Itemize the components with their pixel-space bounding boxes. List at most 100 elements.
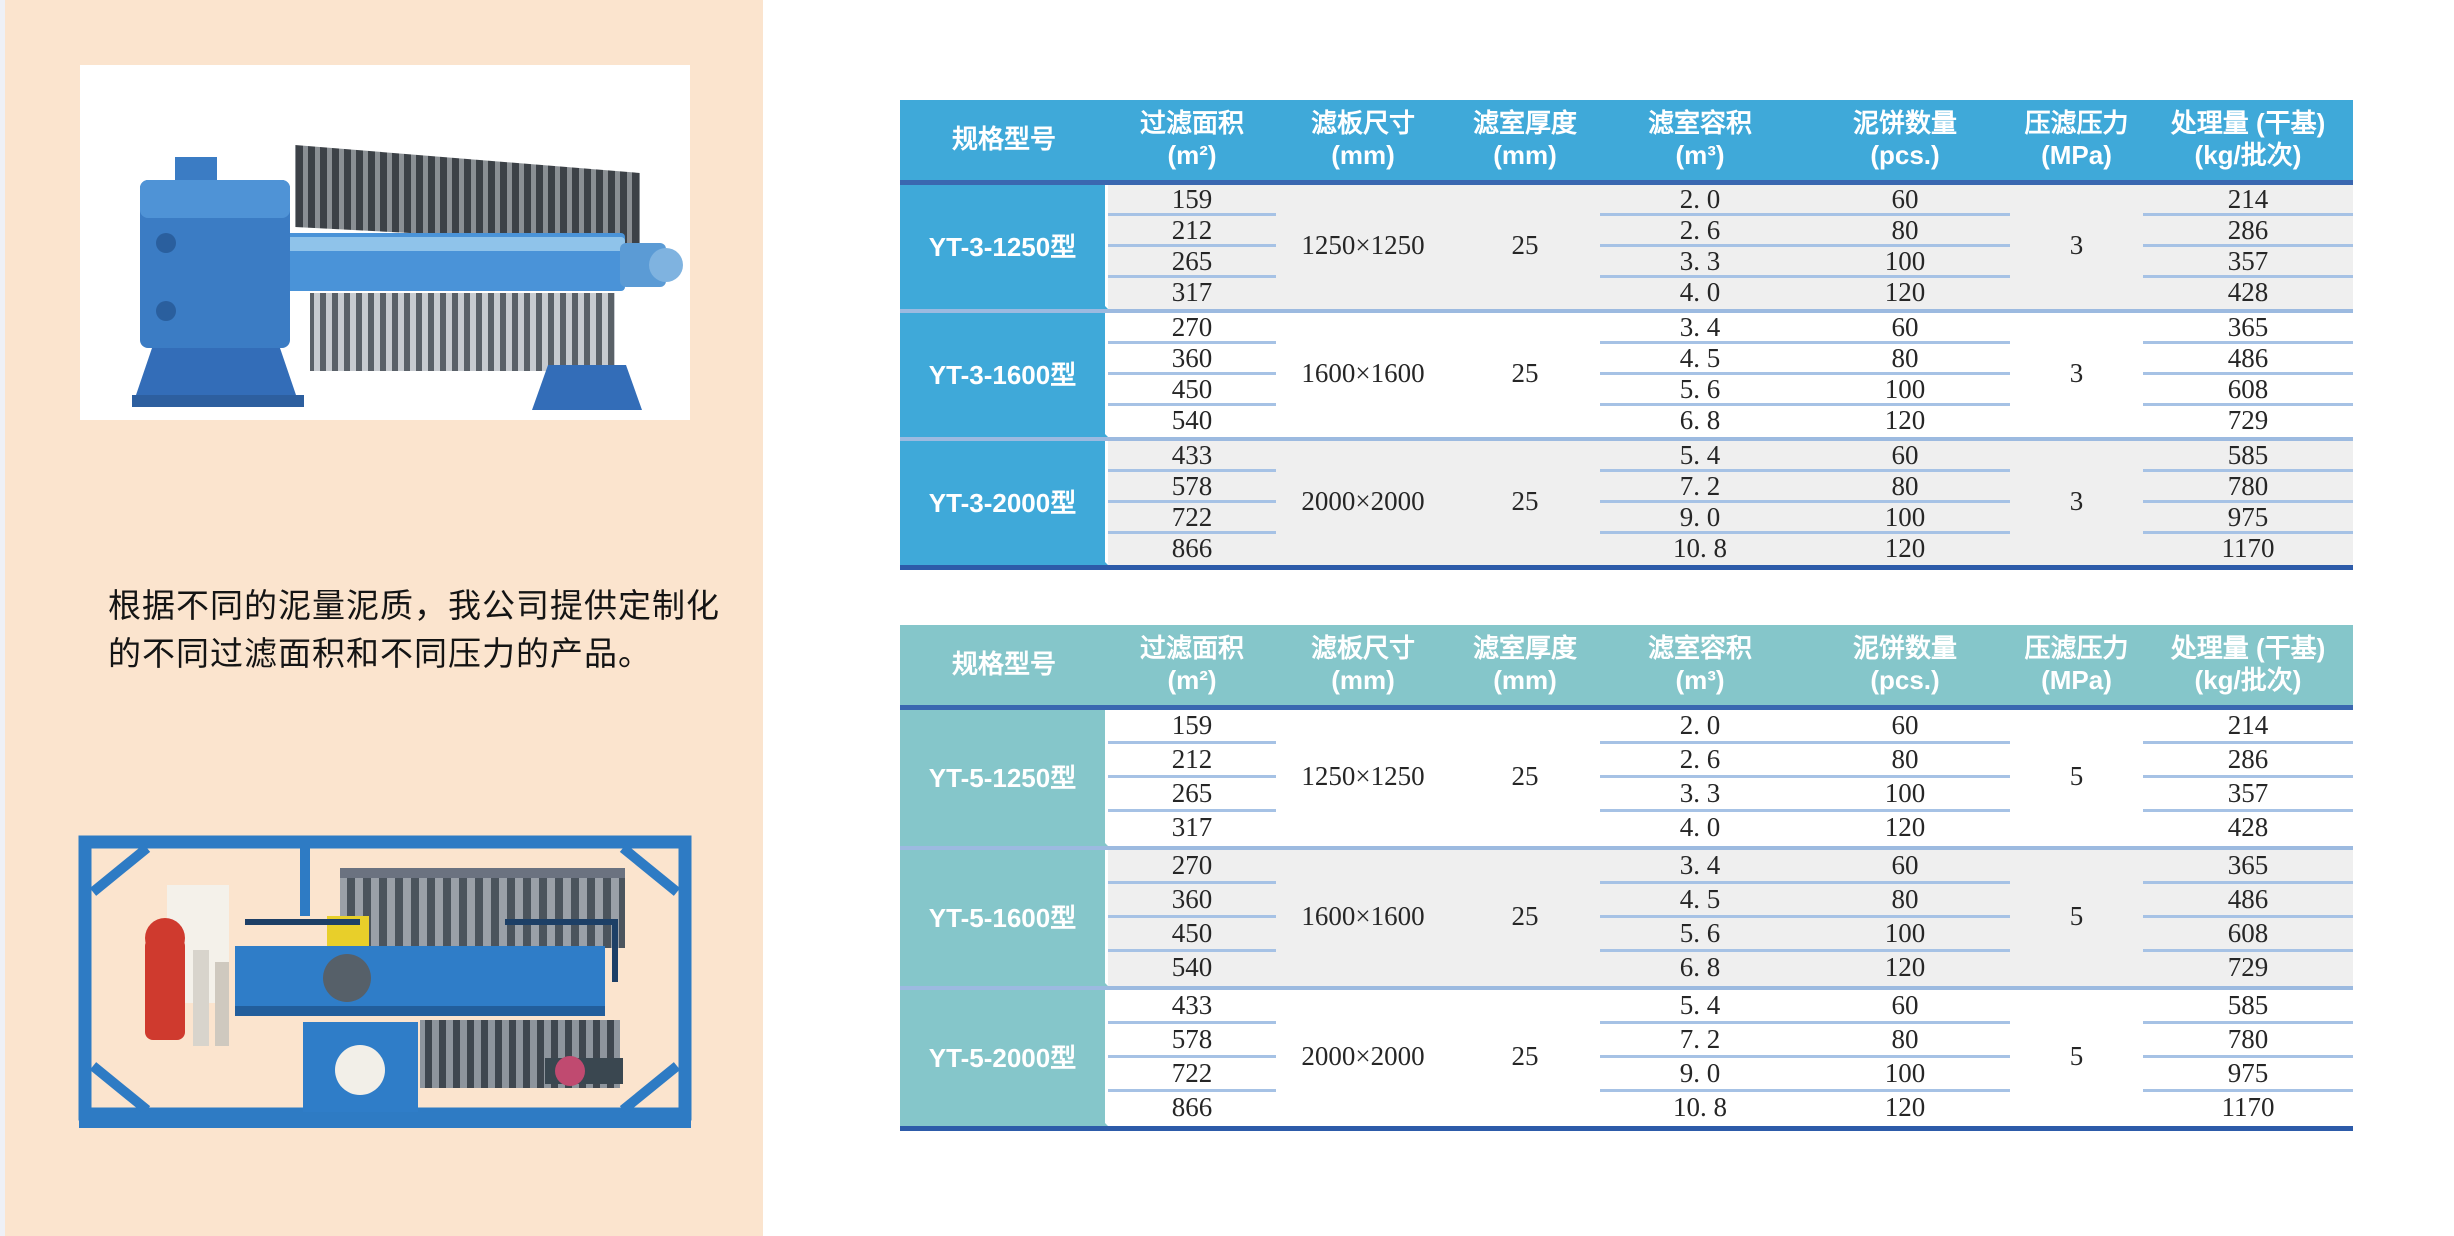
- chamber-volume-cell: 2. 0: [1600, 184, 1800, 216]
- pressure-cell: 5: [2069, 901, 2084, 931]
- filter-area-cell: 270: [1108, 850, 1276, 884]
- chamber-thickness-cell: 25: [1511, 1041, 1539, 1071]
- chamber-volume-cell: 3. 3: [1600, 778, 1800, 812]
- chamber-volume-cell: 6. 8: [1679, 404, 1721, 435]
- group-yt-5-1600: YT-5-1600型 1600×1600 25 5 270 3. 4 60 36…: [900, 846, 2353, 986]
- filter-area-cell: 317: [1171, 276, 1213, 307]
- col-header-capacity: 处理量 (干基) (kg/批次): [2170, 108, 2326, 170]
- plate-size-cell: 2000×2000: [1301, 1041, 1425, 1071]
- filter-area-cell: 212: [1108, 744, 1276, 778]
- chamber-volume-cell: 5. 4: [1600, 440, 1800, 472]
- filter-area-cell: 578: [1108, 471, 1276, 503]
- col-header-chamber-thickness: 滤室厚度 (mm): [1472, 108, 1577, 170]
- table2-body: YT-5-1250型 1250×1250 25 5 159 2. 0 60 21…: [900, 710, 2353, 1131]
- col-header-pressure: 压滤压力 (MPa): [2024, 108, 2129, 170]
- filter-area-cell: 159: [1108, 184, 1276, 216]
- cake-count-cell: 120: [1884, 532, 1926, 563]
- capacity-cell: 608: [2143, 918, 2353, 952]
- filter-area-cell: 433: [1108, 440, 1276, 472]
- chamber-thickness-cell: 25: [1511, 761, 1539, 791]
- chamber-thickness-cell: 25: [1511, 358, 1539, 388]
- capacity-cell: 365: [2143, 850, 2353, 884]
- chamber-thickness-cell: 25: [1511, 901, 1539, 931]
- filter-area-cell: 450: [1108, 918, 1276, 952]
- capacity-cell: 428: [2227, 276, 2269, 307]
- col-header-cake-count: 泥饼数量 (pcs.): [1852, 633, 1957, 695]
- filter-area-cell: 270: [1108, 312, 1276, 344]
- filter-area-cell: 540: [1171, 952, 1213, 982]
- capacity-cell: 214: [2143, 184, 2353, 216]
- cake-count-cell: 60: [1800, 710, 2010, 744]
- capacity-cell: 486: [2143, 343, 2353, 375]
- col-header-capacity: 处理量 (干基) (kg/批次): [2170, 633, 2326, 695]
- chamber-volume-cell: 3. 4: [1600, 312, 1800, 344]
- capacity-cell: 729: [2227, 952, 2269, 982]
- chamber-thickness-cell: 25: [1511, 486, 1539, 516]
- pressure-cell: 3: [2069, 486, 2084, 516]
- filter-area-cell: 265: [1108, 778, 1276, 812]
- filter-area-cell: 159: [1108, 710, 1276, 744]
- filter-area-cell: 360: [1108, 884, 1276, 918]
- filter-press-illustration: [80, 65, 690, 420]
- chamber-volume-cell: 6. 8: [1679, 952, 1721, 982]
- capacity-cell: 608: [2143, 374, 2353, 406]
- capacity-cell: 286: [2143, 215, 2353, 247]
- col-header-model: 规格型号: [951, 124, 1056, 155]
- chamber-volume-cell: 7. 2: [1600, 1024, 1800, 1058]
- model-name-cell: YT-5-1250型: [900, 710, 1108, 846]
- product-photo-filter-press: [80, 65, 690, 420]
- col-header-plate-size: 滤板尺寸 (mm): [1310, 108, 1415, 170]
- pressure-cell: 3: [2069, 230, 2084, 260]
- pressure-cell: 5: [2069, 1041, 2084, 1071]
- col-header-chamber-volume: 滤室容积 (m³): [1647, 633, 1752, 695]
- filter-area-cell: 722: [1108, 502, 1276, 534]
- filter-area-cell: 866: [1171, 532, 1213, 563]
- chamber-thickness-cell: 25: [1511, 230, 1539, 260]
- chamber-volume-cell: 4. 0: [1679, 276, 1721, 307]
- product-photo-skid-unit: [75, 830, 695, 1140]
- chamber-volume-cell: 4. 5: [1600, 343, 1800, 375]
- filter-area-cell: 722: [1108, 1058, 1276, 1092]
- chamber-volume-cell: 5. 6: [1600, 374, 1800, 406]
- capacity-cell: 780: [2143, 471, 2353, 503]
- col-header-plate-size: 滤板尺寸 (mm): [1310, 633, 1415, 695]
- table1-header-row: 规格型号 过滤面积 (m²) 滤板尺寸 (mm) 滤室厚度 (mm) 滤室容积 (m³)…: [900, 100, 2353, 185]
- model-name-cell: YT-5-1600型: [900, 850, 1108, 986]
- capacity-cell: 286: [2143, 744, 2353, 778]
- cake-count-cell: 120: [1884, 404, 1926, 435]
- cake-count-cell: 80: [1800, 215, 2010, 247]
- chamber-volume-cell: 2. 6: [1600, 744, 1800, 778]
- chamber-volume-cell: 2. 6: [1600, 215, 1800, 247]
- plate-size-cell: 2000×2000: [1301, 486, 1425, 516]
- chamber-volume-cell: 2. 0: [1600, 710, 1800, 744]
- plate-size-cell: 1250×1250: [1301, 761, 1425, 791]
- filter-area-cell: 265: [1108, 246, 1276, 278]
- chamber-volume-cell: 3. 4: [1600, 850, 1800, 884]
- filter-area-cell: 360: [1108, 343, 1276, 375]
- capacity-cell: 486: [2143, 884, 2353, 918]
- group-yt-3-1600: YT-3-1600型 1600×1600 25 3 270 3. 4 60 36…: [900, 309, 2353, 437]
- capacity-cell: 357: [2143, 778, 2353, 812]
- capacity-cell: 729: [2227, 404, 2269, 435]
- col-header-cake-count: 泥饼数量 (pcs.): [1852, 108, 1957, 170]
- capacity-cell: 975: [2143, 1058, 2353, 1092]
- group-yt-3-2000: YT-3-2000型 2000×2000 25 3 433 5. 4 60 58…: [900, 437, 2353, 565]
- col-header-pressure: 压滤压力 (MPa): [2024, 633, 2129, 695]
- cake-count-cell: 80: [1800, 744, 2010, 778]
- capacity-cell: 1170: [2221, 1092, 2275, 1122]
- cake-count-cell: 120: [1884, 1092, 1926, 1122]
- col-header-filter-area: 过滤面积 (m²): [1139, 633, 1244, 695]
- chamber-volume-cell: 10. 8: [1673, 1092, 1727, 1122]
- filter-area-cell: 212: [1108, 215, 1276, 247]
- chamber-volume-cell: 9. 0: [1600, 1058, 1800, 1092]
- model-name-cell: YT-5-2000型: [900, 990, 1108, 1126]
- skid-unit-illustration: [75, 830, 695, 1140]
- cake-count-cell: 60: [1800, 850, 2010, 884]
- filter-area-cell: 866: [1171, 1092, 1213, 1122]
- capacity-cell: 357: [2143, 246, 2353, 278]
- model-name-cell: YT-3-2000型: [900, 441, 1108, 565]
- group-yt-5-1250: YT-5-1250型 1250×1250 25 5 159 2. 0 60 21…: [900, 710, 2353, 846]
- cake-count-cell: 60: [1800, 312, 2010, 344]
- plate-size-cell: 1600×1600: [1301, 358, 1425, 388]
- cake-count-cell: 100: [1800, 1058, 2010, 1092]
